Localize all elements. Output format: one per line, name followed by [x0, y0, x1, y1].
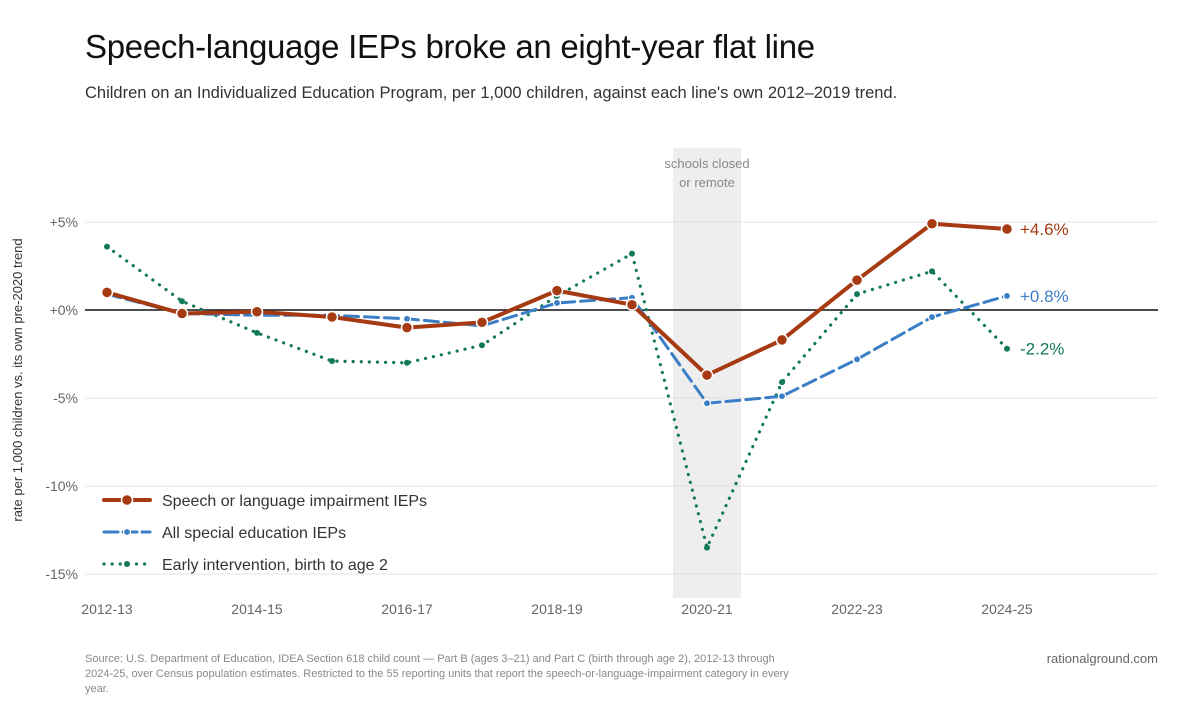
data-point: [775, 333, 789, 347]
y-axis-label: rate per 1,000 children vs. its own pre-…: [10, 238, 25, 521]
x-tick-label: 2018-19: [531, 601, 583, 617]
data-point: [250, 305, 264, 319]
data-point: [404, 359, 410, 366]
data-point: [1000, 222, 1014, 236]
shaded-region-label: or remote: [679, 175, 735, 190]
y-tick-label: -10%: [45, 478, 78, 494]
data-point: [552, 298, 562, 308]
data-point: [929, 268, 935, 275]
y-tick-label: +0%: [50, 302, 78, 318]
data-point: [1004, 345, 1010, 352]
data-point: [479, 342, 485, 349]
legend-label: Speech or language impairment IEPs: [162, 493, 427, 510]
series-end-label: +4.6%: [1020, 220, 1069, 239]
data-point: [1002, 291, 1012, 301]
series-end-label: -2.2%: [1020, 340, 1064, 359]
data-point: [925, 217, 939, 231]
data-point: [629, 250, 635, 257]
data-point: [254, 329, 260, 336]
data-point: [852, 355, 862, 364]
chart-title: Speech-language IEPs broke an eight-year…: [85, 28, 815, 65]
data-point: [329, 358, 335, 365]
x-tick-label: 2022-23: [831, 601, 883, 617]
data-point: [400, 321, 414, 334]
x-tick-label: 2020-21: [681, 601, 733, 617]
data-point: [625, 298, 639, 311]
data-point: [325, 310, 339, 324]
chart-subtitle: Children on an Individualized Education …: [85, 84, 898, 102]
source-note: Source: U.S. Department of Education, ID…: [85, 653, 789, 695]
data-point: [779, 379, 785, 386]
data-point: [850, 273, 864, 287]
y-tick-label: -5%: [53, 390, 78, 406]
data-point: [179, 298, 185, 305]
data-point: [550, 284, 564, 297]
data-point: [854, 291, 860, 298]
y-tick-label: -15%: [45, 566, 78, 582]
x-tick-label: 2014-15: [231, 601, 283, 617]
x-tick-label: 2016-17: [381, 601, 433, 617]
data-point: [104, 243, 110, 250]
data-point: [402, 314, 412, 323]
data-point: [175, 307, 189, 320]
legend-marker: [124, 561, 130, 567]
x-tick-label: 2012-13: [81, 601, 133, 617]
shaded-region-label: schools closed: [664, 156, 749, 171]
data-point: [100, 286, 114, 299]
y-tick-label: +5%: [50, 214, 78, 230]
legend-label: Early intervention, birth to age 2: [162, 557, 388, 574]
x-tick-label: 2024-25: [981, 601, 1033, 617]
legend-marker: [120, 493, 134, 507]
legend-label: All special education IEPs: [162, 525, 346, 542]
legend-marker: [122, 527, 132, 537]
data-point: [777, 392, 787, 401]
brand-credit: rationalground.com: [1046, 651, 1158, 666]
data-point: [475, 316, 489, 329]
data-point: [700, 368, 714, 382]
data-point: [927, 312, 937, 322]
data-point: [702, 399, 712, 408]
series-end-label: +0.8%: [1020, 287, 1069, 306]
data-point: [704, 544, 710, 551]
